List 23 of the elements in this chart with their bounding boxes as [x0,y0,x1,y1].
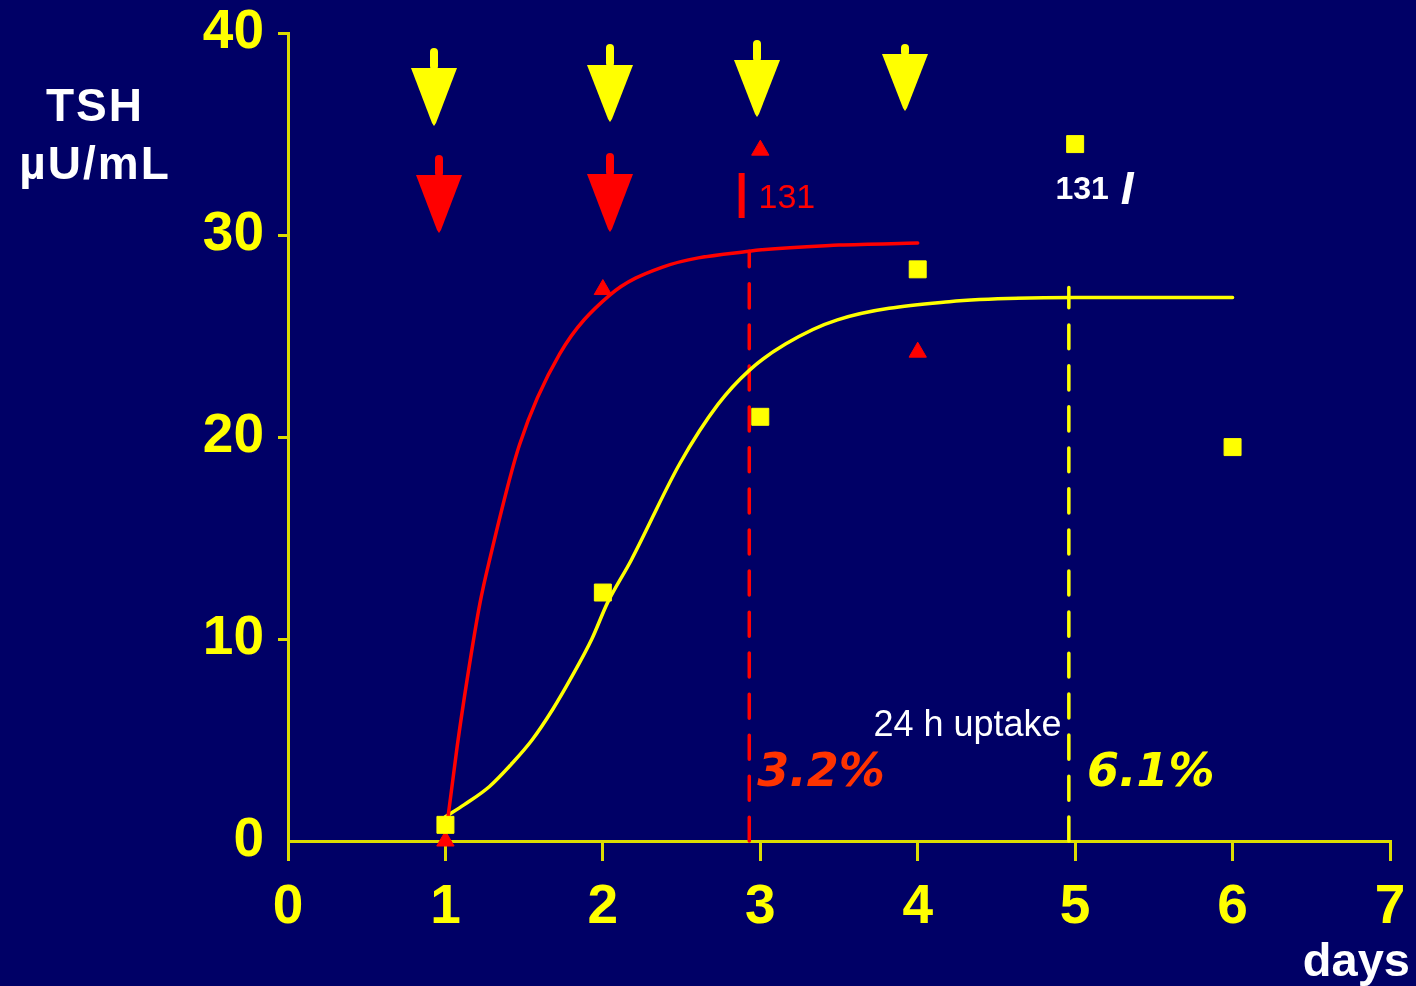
point [908,260,927,279]
x-tick-label: 0 [272,873,304,936]
annotation: 24 h uptake [873,703,1062,745]
y-axis-title: TSH µU/mL [18,78,172,191]
point [436,815,455,834]
y-tick-label: 30 [202,200,264,263]
x-tick-label: 3 [744,873,776,936]
annotation: 3.2% [757,743,885,797]
x-tick-label: 2 [587,873,619,936]
annotation: 6.1% [1086,743,1215,797]
x-tick-label: 5 [1059,873,1091,936]
point [593,583,612,602]
point [593,279,613,296]
point [1223,438,1242,457]
y-tick-label: 0 [233,806,264,869]
y-tick-label: 40 [202,0,264,61]
point [751,407,770,426]
x-tick-label: 1 [430,873,461,936]
y-tick-label: 20 [202,402,264,465]
x-tick-label: 6 [1217,873,1248,936]
y-tick-label: 10 [202,604,264,667]
x-tick-label: 4 [902,873,934,936]
point [1066,135,1085,154]
